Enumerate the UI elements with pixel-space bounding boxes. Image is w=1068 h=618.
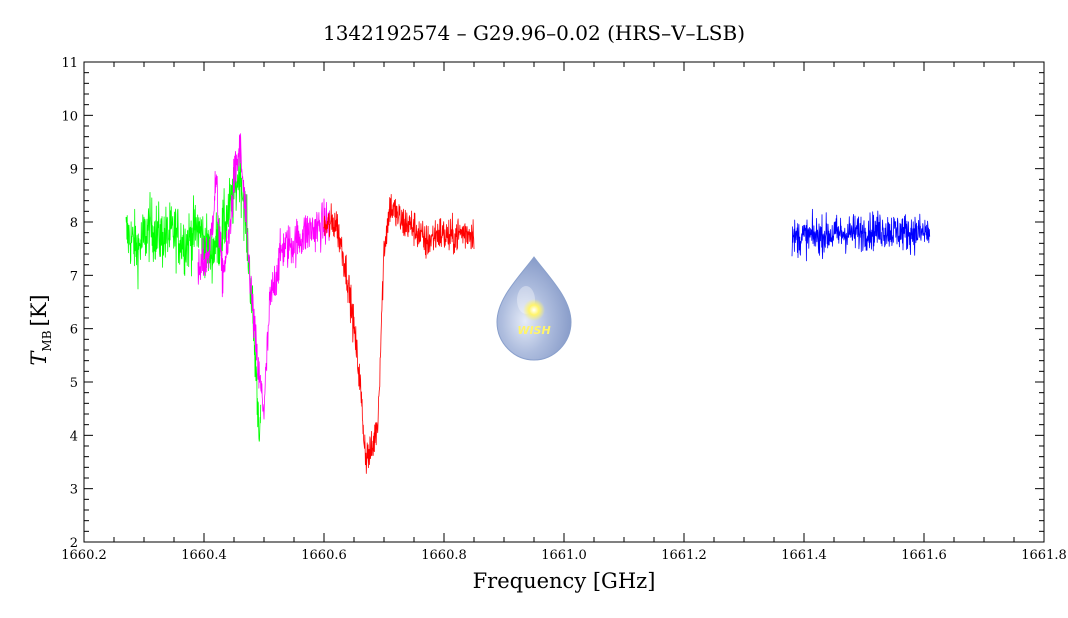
y-tick-label: 7 [70, 269, 78, 284]
x-tick-label: 1661.4 [781, 548, 827, 563]
series-line [197, 133, 331, 420]
x-tick-label: 1661.6 [901, 548, 947, 563]
series-line [791, 208, 931, 262]
y-axis-label-sub: MB [40, 330, 54, 351]
y-tick-label: 2 [70, 536, 78, 551]
y-tick-label: 8 [70, 216, 78, 231]
y-tick-label: 3 [70, 483, 78, 498]
x-tick-label: 1660.2 [61, 548, 107, 563]
x-tick-label: 1660.4 [181, 548, 227, 563]
x-axis-label: Frequency [GHz] [473, 569, 656, 593]
x-tick-label: 1660.6 [301, 548, 347, 563]
series-layer [125, 133, 931, 474]
x-tick-label: 1661.2 [661, 548, 707, 563]
y-tick-label: 9 [70, 163, 78, 178]
y-tick-label: 6 [70, 323, 78, 338]
y-tick-label: 11 [61, 56, 78, 71]
y-axis-label-main: T [27, 350, 51, 366]
y-axis-label-unit: [K] [27, 294, 51, 326]
logo-text: WISH [517, 324, 550, 337]
ticks-layer: 1660.2 1660.4 1660.6 1660.8 1661.0 1661.2 1661… [61, 56, 1067, 563]
x-tick-label: 1660.8 [421, 548, 467, 563]
y-tick-label: 10 [61, 109, 78, 124]
y-axis-label: TMB [K] [27, 294, 54, 365]
x-tick-label: 1661.0 [541, 548, 587, 563]
series-line [125, 142, 262, 442]
wish-logo: WISH [496, 256, 572, 361]
y-tick-label: 4 [70, 429, 78, 444]
y-tick-label: 5 [70, 376, 78, 391]
x-tick-label: 1661.8 [1021, 548, 1067, 563]
series-line [323, 194, 475, 474]
star-glow-icon [523, 299, 545, 321]
chart-title: 1342192574 – G29.96–0.02 (HRS–V–LSB) [323, 21, 745, 45]
